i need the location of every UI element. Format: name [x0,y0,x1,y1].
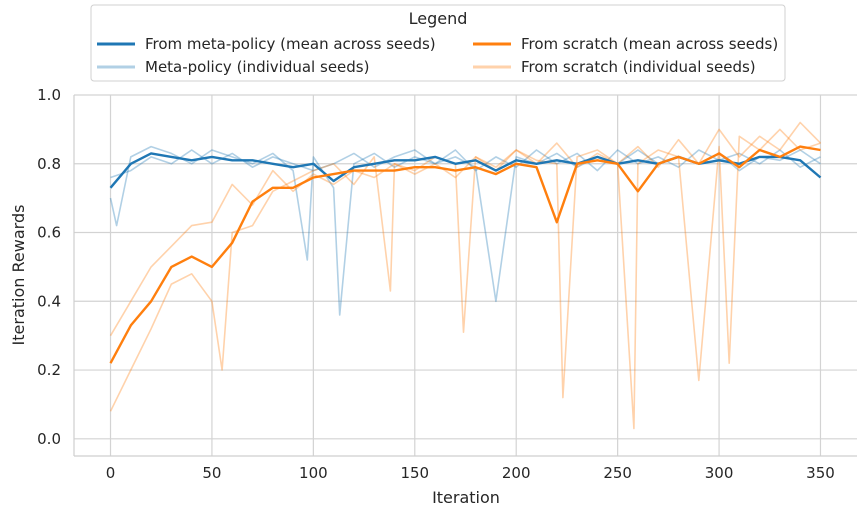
legend-title: Legend [409,9,468,28]
y-tick-label: 0.4 [37,292,61,310]
legend: Legend From meta-policy (mean across see… [90,4,786,82]
axes-frame [73,95,857,457]
series-line-from-scratch-mean-across-seeds [109,145,821,364]
x-tick-label: 300 [705,464,734,482]
y-tick-label: 0.6 [37,224,61,242]
x-tick-label: 0 [106,464,116,482]
x-tick-label: 50 [202,464,221,482]
y-tick-label: 0.2 [37,361,61,379]
series-line-from-scratch-individual-seeds [109,128,821,430]
legend-label-meta-policy-individual-seeds: Meta-policy (individual seeds) [145,58,369,76]
x-axis-label: Iteration [432,488,500,507]
y-tick-label: 0.0 [37,430,61,448]
legend-label-from-scratch-mean-across-seeds: From scratch (mean across seeds) [521,35,778,53]
series-line-meta-policy-individual-seeds [109,145,821,316]
y-axis-label: Iteration Rewards [9,205,28,346]
legend-label-from-scratch-individual-seeds: From scratch (individual seeds) [521,58,756,76]
y-tick-label: 1.0 [37,86,61,104]
tick-labels: 0 50 100 150 200 250 300 350 0.0 0.2 0.4 0.6 0.8 1.0 [37,86,835,482]
legend-frame [90,4,786,82]
legend-label-from-meta-policy-mean-across-seeds: From meta-policy (mean across seeds) [145,35,436,53]
legend-items: From meta-policy (mean across seeds) From… [97,35,778,76]
series-line-from-scratch-individual-seeds [109,121,822,337]
x-tick-label: 150 [400,464,429,482]
x-tick-label: 250 [603,464,632,482]
x-tick-label: 200 [502,464,531,482]
mean-lines [109,145,822,364]
x-tick-label: 350 [806,464,835,482]
x-tick-label: 100 [299,464,328,482]
grid [74,94,857,456]
y-tick-label: 0.8 [37,155,61,173]
